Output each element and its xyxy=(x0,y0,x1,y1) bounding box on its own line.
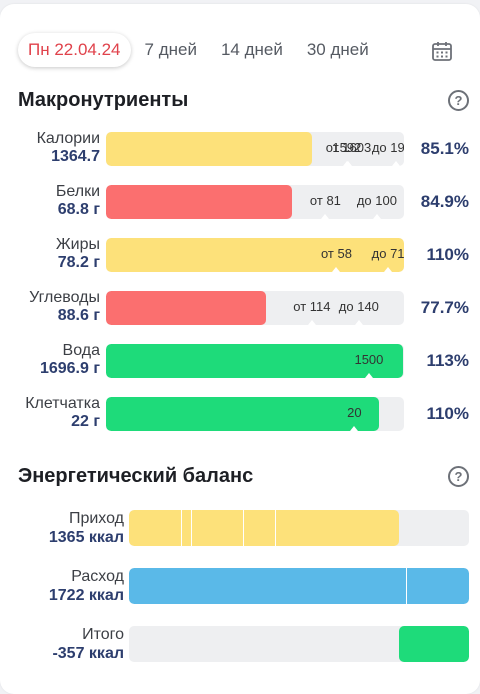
energy-balance-title: Энергетический баланс xyxy=(18,465,254,487)
macro-label: Углеводы 88.6 г xyxy=(29,289,100,325)
energy-value: -357 ккал xyxy=(52,645,124,662)
macro-label: Калории 1364.7 xyxy=(37,130,100,166)
macros-help-icon[interactable]: ? xyxy=(448,90,469,111)
macro-label: Жиры 78.2 г xyxy=(56,236,100,272)
macro-percent: 85.1% xyxy=(420,139,469,158)
energy-label: Приход 1365 ккал xyxy=(49,509,124,547)
macro-target-label: 20 xyxy=(347,405,362,420)
macro-progress-fill xyxy=(106,185,293,219)
macro-progress-track: 1500 xyxy=(106,344,404,378)
macro-target-label: от 114 xyxy=(293,299,331,314)
macro-name: Жиры xyxy=(55,236,100,253)
energy-row-total[interactable]: Итого -357 ккал xyxy=(0,625,480,665)
period-tabs: Пн 22.04.24 7 дней 14 дней 30 дней xyxy=(18,33,393,67)
macro-target-label: от 81 xyxy=(309,193,341,208)
energy-bar-track xyxy=(129,510,469,546)
macro-target-tick xyxy=(354,320,363,325)
macro-target-tick xyxy=(307,320,316,325)
tab-7-days[interactable]: 7 дней xyxy=(144,40,197,59)
energy-name: Итого xyxy=(82,626,124,643)
macro-name: Клетчатка xyxy=(25,395,100,412)
macro-progress-track: от 114 до 140 xyxy=(106,291,404,325)
energy-value: 1722 ккал xyxy=(48,587,124,604)
energy-row-expense[interactable]: Расход 1722 ккал xyxy=(0,567,480,607)
energy-segment-divider xyxy=(274,510,276,546)
macro-target-tick xyxy=(372,214,381,219)
nutrition-card: Пн 22.04.24 7 дней 14 дней 30 дней Макро… xyxy=(0,4,480,694)
energy-segment-divider xyxy=(243,510,245,546)
energy-label: Расход 1722 ккал xyxy=(49,567,124,605)
macro-target-label: 1500 xyxy=(354,352,384,367)
macro-progress-fill xyxy=(106,238,404,272)
macro-percent: 77.7% xyxy=(420,298,469,317)
macro-row-fat[interactable]: Жиры 78.2 г от 58 до 71 110% xyxy=(0,236,480,274)
macronutrients-title: Макронутриенты xyxy=(18,89,189,111)
macro-target-label: до 140 xyxy=(338,299,379,314)
macro-progress-track: от 58 до 71 xyxy=(106,238,404,272)
macro-value: 22 г xyxy=(71,413,100,430)
tab-14-days[interactable]: 14 дней xyxy=(220,40,283,59)
macro-progress-fill xyxy=(106,397,380,431)
macro-progress-fill xyxy=(106,291,267,325)
tab-day[interactable]: Пн 22.04.24 xyxy=(18,33,131,67)
calendar-icon[interactable] xyxy=(430,39,454,63)
macro-percent: 113% xyxy=(426,351,469,370)
macro-row-water[interactable]: Вода 1696.9 г 1500 113% xyxy=(0,342,480,380)
macro-row-protein[interactable]: Белки 68.8 г от 81 до 100 84.9% xyxy=(0,183,480,221)
energy-row-income[interactable]: Приход 1365 ккал xyxy=(0,509,480,549)
energy-bar-track xyxy=(129,568,469,604)
energy-label: Итого -357 ккал xyxy=(52,625,124,663)
macro-target-label: до 100 xyxy=(356,193,397,208)
tab-30-days[interactable]: 30 дней xyxy=(306,40,369,59)
macro-progress-fill xyxy=(106,132,313,166)
macro-progress-track: 20 xyxy=(106,397,404,431)
macro-value: 78.2 г xyxy=(57,254,100,271)
macro-value: 1696.9 г xyxy=(39,360,100,377)
macro-target-tick xyxy=(321,214,330,219)
macro-target-tick xyxy=(391,161,400,166)
macro-label: Клетчатка 22 г xyxy=(25,395,100,431)
macro-name: Вода xyxy=(62,342,100,359)
macro-name: Белки xyxy=(55,183,100,200)
macro-name: Углеводы xyxy=(29,289,100,306)
macro-target-label: от 58 xyxy=(320,246,352,261)
macro-progress-fill xyxy=(106,344,404,378)
macro-value: 1364.7 xyxy=(51,148,100,165)
macro-target-label: 1592 xyxy=(332,140,362,155)
macro-row-fiber[interactable]: Клетчатка 22 г 20 110% xyxy=(0,395,480,433)
energy-bar-fill xyxy=(398,626,469,662)
macro-target-label: до 1914 xyxy=(371,140,404,155)
macro-row-carbs[interactable]: Углеводы 88.6 г от 114 до 140 77.7% xyxy=(0,289,480,327)
macro-target-tick xyxy=(350,426,359,431)
macro-target-label: до 71 xyxy=(371,246,404,261)
macro-name: Калории xyxy=(36,130,100,147)
macro-value: 88.6 г xyxy=(57,307,100,324)
macro-value: 68.8 г xyxy=(57,201,100,218)
energy-segment-divider xyxy=(181,510,183,546)
energy-name: Расход xyxy=(71,568,124,585)
macro-target-tick xyxy=(364,373,373,378)
macro-target-tick xyxy=(384,267,393,272)
macro-progress-track: от 81 до 100 xyxy=(106,185,404,219)
energy-segment-divider xyxy=(191,510,193,546)
energy-bar-fill xyxy=(129,568,469,604)
macro-target-tick xyxy=(344,161,353,166)
energy-name: Приход xyxy=(68,510,124,527)
energy-value: 1365 ккал xyxy=(48,529,124,546)
energy-bar-track xyxy=(129,626,469,662)
macro-percent: 110% xyxy=(426,245,469,264)
energy-help-icon[interactable]: ? xyxy=(448,466,469,487)
macro-label: Белки 68.8 г xyxy=(56,183,100,219)
energy-bar-fill xyxy=(129,510,399,546)
macro-target-label: от 1603 xyxy=(325,140,372,155)
macro-target-tick xyxy=(332,267,341,272)
macro-label: Вода 1696.9 г xyxy=(40,342,100,378)
energy-segment-divider xyxy=(405,568,407,604)
macro-percent: 84.9% xyxy=(420,192,469,211)
macro-percent: 110% xyxy=(426,404,469,423)
